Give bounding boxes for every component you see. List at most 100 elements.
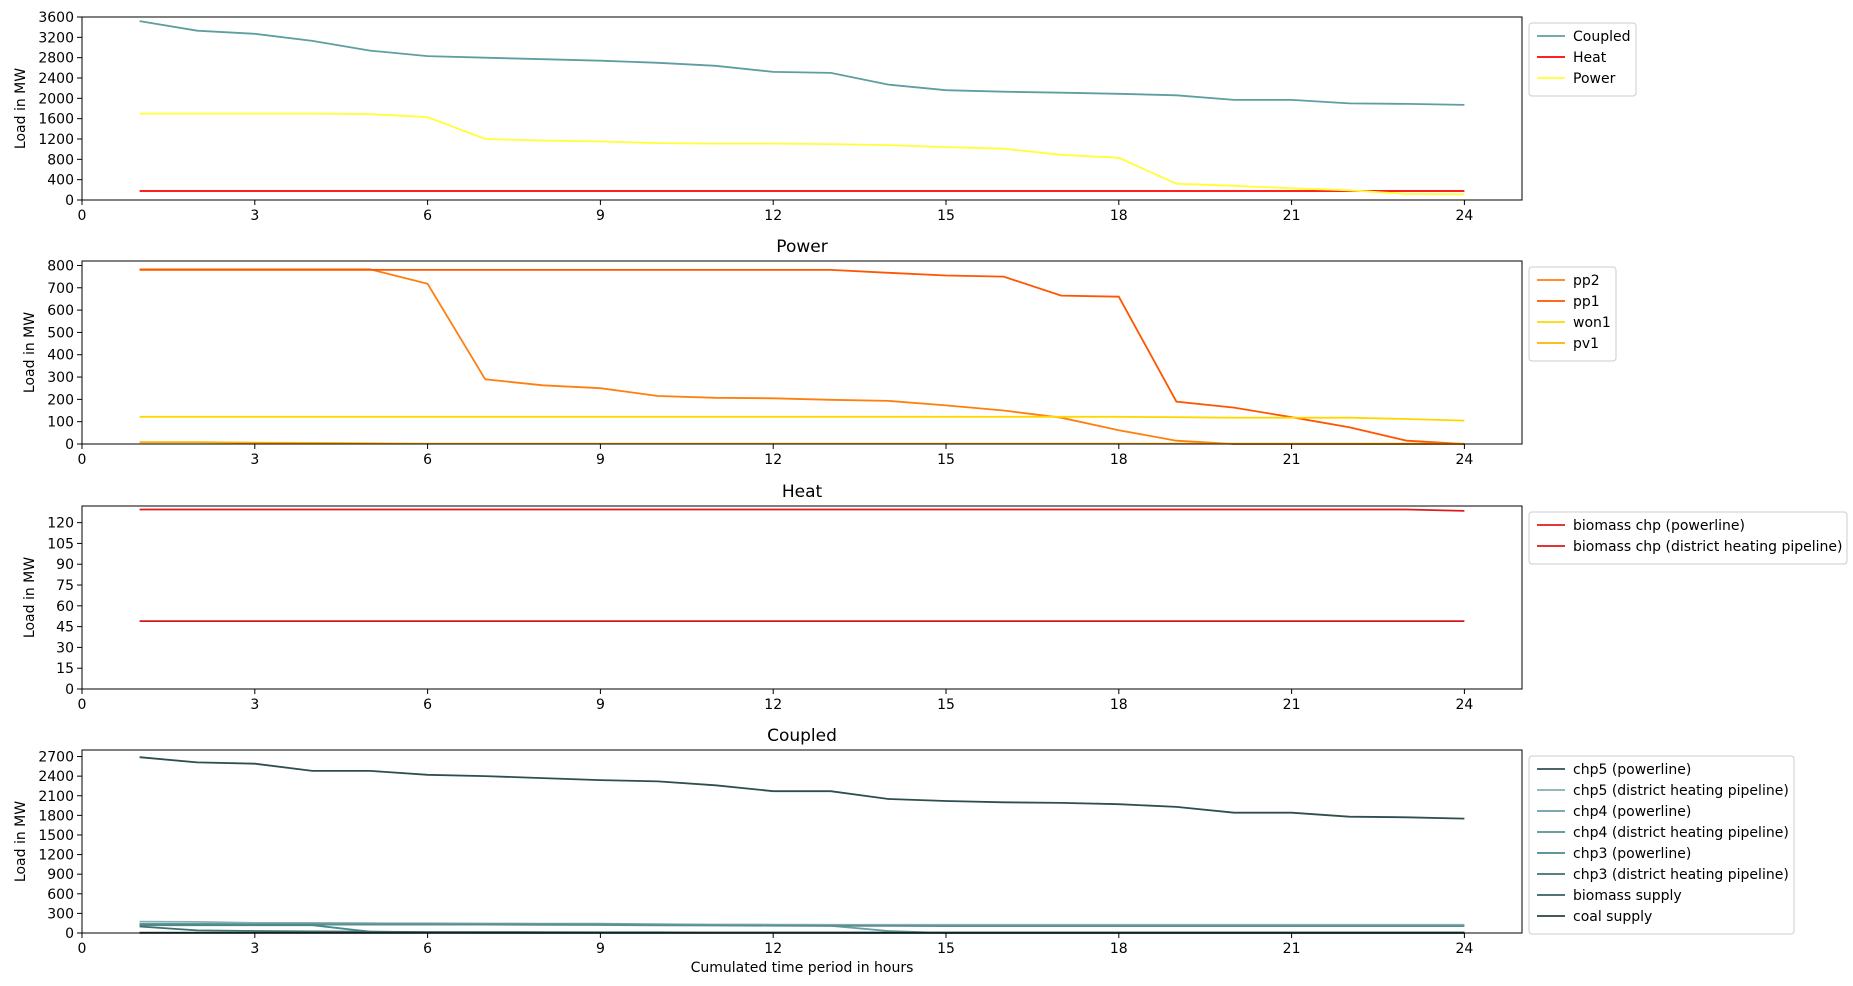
x-tick-label: 24 [1455,208,1473,224]
y-tick-label: 1500 [38,828,74,844]
x-tick-label: 3 [250,941,259,957]
x-tick-label: 6 [423,941,432,957]
x-tick-label: 12 [764,208,782,224]
plot-frame [81,16,1523,201]
y-tick-label: 200 [47,392,74,408]
y-tick-label: 0 [65,926,74,942]
y-tick-label: 0 [65,437,74,453]
x-tick-label: 21 [1283,452,1301,468]
y-tick-label: 700 [47,281,74,297]
x-tick-label: 21 [1283,697,1301,713]
y-tick-label: 105 [47,536,74,552]
plot-frame [81,505,1523,690]
x-tick-label: 6 [423,208,432,224]
x-tick-label: 6 [423,452,432,468]
chart-panel-3: Heat 0 3 6 9 12 15 18 21 24 0 15 30 45 60 75 90 105 120 Loa… [22,482,1848,713]
legend-entry: biomass supply [1573,888,1682,904]
y-tick-label: 300 [47,906,74,922]
y-tick-label: 2800 [38,51,74,67]
x-tick-label: 12 [764,941,782,957]
legend: pp2 pp1 won1 pv1 [1528,266,1617,362]
y-tick-label: 2700 [38,750,74,766]
x-tick-label: 9 [596,697,605,713]
y-tick-label: 2000 [38,91,74,107]
legend-box [1528,266,1617,362]
legend-entry: pp2 [1573,273,1600,289]
legend-entry: chp3 (powerline) [1573,846,1691,862]
x-tick-label: 15 [937,697,955,713]
x-tick-label: 0 [78,208,87,224]
series-line-chp5-powerline- [139,756,1465,820]
x-tick-label: 15 [937,941,955,957]
x-tick-label: 21 [1283,208,1301,224]
x-tick-label: 15 [937,208,955,224]
x-tick-label: 18 [1110,208,1128,224]
y-tick-label: 800 [47,152,74,168]
x-tick-label: 12 [764,452,782,468]
legend: Coupled Heat Power [1528,22,1637,97]
x-tick-label: 3 [250,697,259,713]
plot-frame [81,260,1523,445]
x-tick-label: 9 [596,452,605,468]
legend-entry: Heat [1573,50,1607,66]
y-tick-label: 75 [56,578,74,594]
y-tick-label: 0 [65,682,74,698]
legend-entry: pp1 [1573,294,1600,310]
x-tick-label: 0 [78,941,87,957]
y-tick-label: 90 [56,557,74,573]
x-tick-label: 9 [596,941,605,957]
x-tick-label: 18 [1110,697,1128,713]
x-tick-label: 18 [1110,941,1128,957]
y-tick-label: 600 [47,303,74,319]
legend-entry: pv1 [1573,336,1599,352]
x-tick-label: 12 [764,697,782,713]
y-axis-label: Load in MW [22,312,38,393]
y-tick-label: 100 [47,415,74,431]
series-line-pp1 [139,268,1465,445]
y-tick-label: 400 [47,173,74,189]
legend-box [1528,755,1795,935]
y-tick-label: 30 [56,640,74,656]
series-line-coupled [139,20,1465,106]
y-tick-label: 1800 [38,808,74,824]
legend-entry: won1 [1573,315,1611,331]
legend-entry: chp5 (powerline) [1573,762,1691,778]
y-tick-label: 600 [47,887,74,903]
y-axis-label: Load in MW [13,68,29,149]
x-tick-label: 6 [423,697,432,713]
y-axis-label: Load in MW [22,557,38,638]
x-tick-label: 9 [596,208,605,224]
y-tick-label: 2100 [38,789,74,805]
y-tick-label: 15 [56,661,74,677]
legend-entry: Power [1573,71,1616,87]
y-tick-label: 900 [47,867,74,883]
panel-title: Coupled [767,726,837,746]
legend-entry: coal supply [1573,909,1652,925]
chart-panel-2: Power 0 3 6 9 12 15 18 21 24 0 100 200 300 400 500 600 70… [22,237,1617,468]
chart-panel-4: Coupled 0 3 6 9 12 15 18 21 24 0 300 600 900 1200 1500 1… [13,726,1795,976]
legend-entry: biomass chp (district heating pipeline) [1573,539,1842,555]
legend: biomass chp (powerline) biomass chp (dist… [1528,511,1848,565]
y-tick-label: 0 [65,193,74,209]
x-tick-label: 24 [1455,941,1473,957]
y-tick-label: 400 [47,348,74,364]
y-tick-label: 2400 [38,769,74,785]
x-tick-label: 24 [1455,697,1473,713]
y-tick-label: 3600 [38,10,74,26]
legend: chp5 (powerline) chp5 (district heating p… [1528,755,1795,935]
panel-title: Heat [782,482,823,502]
legend-entry: Coupled [1573,29,1631,45]
legend-entry: chp3 (district heating pipeline) [1573,867,1789,883]
x-tick-label: 0 [78,452,87,468]
x-tick-label: 18 [1110,452,1128,468]
y-tick-label: 2400 [38,71,74,87]
y-tick-label: 3200 [38,30,74,46]
y-tick-label: 800 [47,258,74,274]
y-tick-label: 45 [56,620,74,636]
x-tick-label: 24 [1455,452,1473,468]
plot-frame [81,749,1523,934]
legend-entry: chp4 (district heating pipeline) [1573,825,1789,841]
legend-entry: chp4 (powerline) [1573,804,1691,820]
y-tick-label: 1600 [38,112,74,128]
